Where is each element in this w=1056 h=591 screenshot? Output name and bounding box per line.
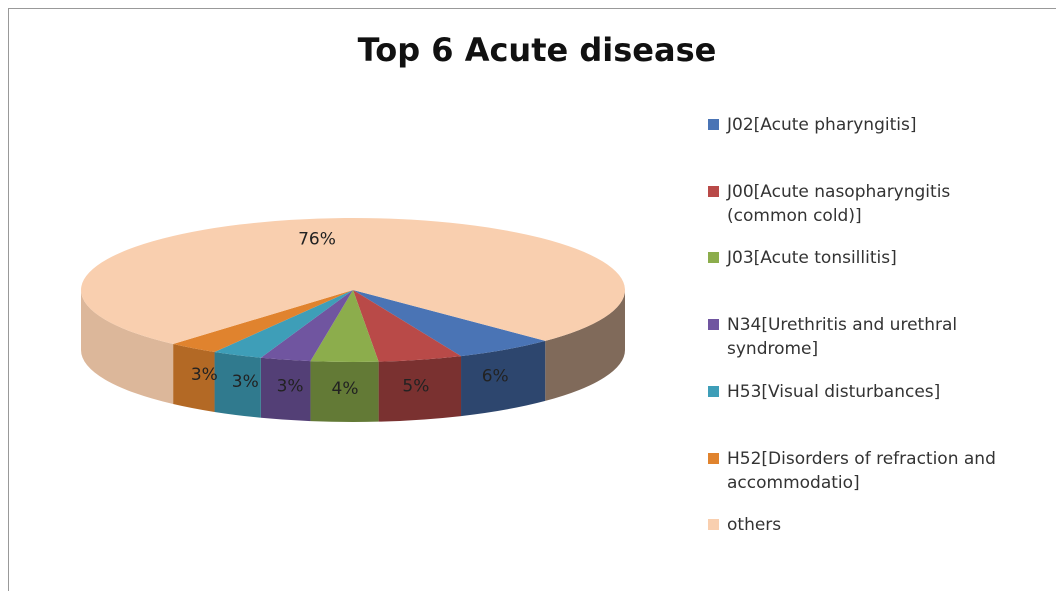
- legend-entry: H53[Visual disturbances]: [708, 380, 1028, 404]
- legend-entry: H52[Disorders of refraction and accommod…: [708, 447, 1028, 495]
- pie-side: [310, 361, 379, 422]
- pie-side: [214, 351, 261, 418]
- pie-slice: [310, 290, 379, 362]
- legend-label: J03[Acute tonsillitis]: [727, 248, 897, 269]
- legend-entry: others: [708, 513, 1028, 537]
- pie-side: [461, 340, 546, 417]
- pie-slice: [260, 290, 353, 362]
- legend-swatch: [708, 519, 719, 531]
- pie-side: [378, 356, 462, 422]
- data-label: 3%: [191, 365, 218, 385]
- data-label: 3%: [232, 372, 259, 392]
- legend-label: others: [727, 515, 782, 536]
- legend-entry: J03[Acute tonsillitis]: [708, 246, 1028, 270]
- pie-side: [81, 290, 174, 405]
- pie-slice: [173, 290, 353, 352]
- data-label: 5%: [402, 377, 429, 397]
- side-walls: [81, 290, 625, 422]
- pie-side: [260, 357, 311, 422]
- legend-label: J02[Acute pharyngitis]: [727, 115, 917, 135]
- pie-side: [173, 344, 215, 412]
- pie-slice: [353, 290, 462, 362]
- data-label: 4%: [332, 379, 359, 399]
- data-label: 6%: [482, 367, 509, 387]
- legend-swatch: [708, 385, 719, 397]
- frame: [8, 8, 1056, 591]
- legend-entry: N34[Urethritis and urethral syndrome]: [708, 313, 1028, 361]
- legend-entry: J02[Acute pharyngitis]: [708, 113, 1028, 137]
- legend-label: H53[Visual disturbances]: [727, 381, 941, 402]
- legend-entry: J00[Acute nasopharyngitis (common cold)]: [708, 180, 1028, 228]
- pie-side: [545, 290, 625, 401]
- legend-swatch: [708, 252, 719, 264]
- data-label: 76%: [298, 230, 336, 250]
- legend-label: N34[Urethritis and urethral syndrome]: [727, 315, 958, 360]
- pie-slice: [353, 290, 546, 357]
- chart-title: Top 6 Acute disease: [358, 31, 717, 69]
- legend-swatch: [708, 119, 719, 130]
- top-faces: [81, 218, 626, 362]
- legend-label: H52[Disorders of refraction and accommod…: [727, 448, 996, 493]
- legend-label: J00[Acute nasopharyngitis (common cold)]: [727, 181, 951, 226]
- pie-slice: [214, 290, 353, 358]
- legend-swatch: [708, 452, 719, 464]
- legend-swatch: [708, 319, 719, 331]
- data-label: 3%: [277, 377, 304, 397]
- legend-swatch: [708, 185, 719, 197]
- pie-slice: [81, 218, 626, 345]
